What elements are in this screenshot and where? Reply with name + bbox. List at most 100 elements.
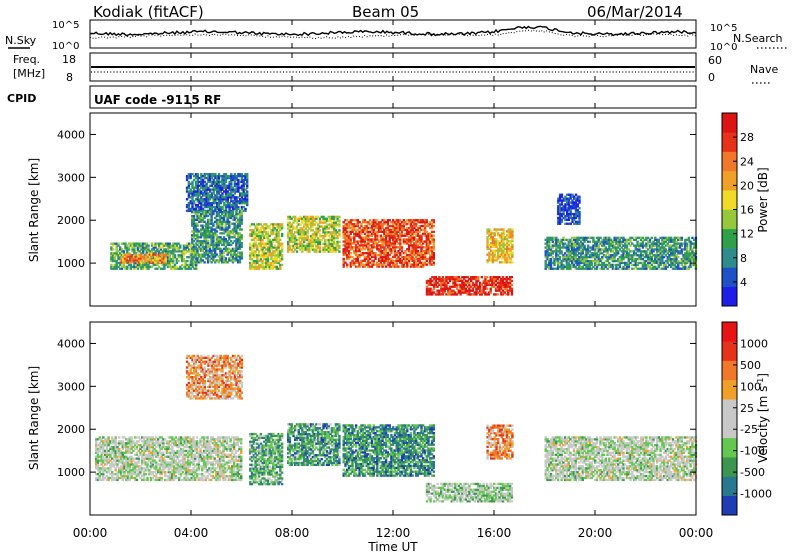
heatmap-cell: [226, 194, 229, 197]
heatmap-cell: [369, 234, 372, 237]
heatmap-cell: [338, 233, 341, 236]
heatmap-cell: [210, 184, 214, 187]
heatmap-cell: [208, 259, 212, 262]
heatmap-cell: [261, 256, 264, 259]
heatmap-cell: [571, 256, 574, 259]
heatmap-cell: [250, 234, 254, 238]
heatmap-cell: [201, 200, 205, 203]
heatmap-cell: [376, 223, 379, 226]
heatmap-cell: [228, 211, 231, 214]
heatmap-cell: [563, 252, 567, 255]
heatmap-cell: [407, 221, 411, 224]
heatmap-cell: [485, 279, 489, 283]
heatmap-cell: [250, 229, 254, 232]
heatmap-cell: [413, 263, 416, 266]
heatmap-cell: [259, 230, 263, 234]
heatmap-cell: [353, 240, 356, 243]
heatmap-cell: [427, 224, 430, 228]
heatmap-cell: [393, 246, 397, 249]
heatmap-cell: [377, 230, 381, 233]
heatmap-cell: [191, 234, 194, 237]
heatmap-cell: [498, 245, 502, 248]
heatmap-cell: [390, 228, 393, 232]
heatmap-cell: [336, 215, 339, 218]
heatmap-cell: [156, 250, 159, 253]
heatmap-cell: [555, 256, 558, 259]
heatmap-cell: [365, 263, 368, 266]
heatmap-cell: [238, 247, 242, 250]
heatmap-cell: [563, 259, 567, 263]
heatmap-cell: [511, 236, 514, 239]
heatmap-cell: [347, 255, 351, 259]
heatmap-cell: [372, 232, 375, 235]
heatmap-cell: [317, 225, 320, 228]
heatmap-cell: [198, 176, 201, 180]
heatmap-cell: [548, 265, 551, 268]
heatmap-cell: [177, 246, 180, 249]
heatmap-cell: [374, 219, 377, 222]
heatmap-cell: [294, 217, 297, 220]
heatmap-cell: [562, 238, 565, 241]
heatmap-cell: [322, 217, 325, 220]
heatmap-cell: [226, 205, 229, 209]
heatmap-cell: [485, 283, 489, 286]
heatmap-cell: [189, 196, 192, 199]
heatmap-cell: [549, 254, 553, 257]
heatmap-cell: [360, 244, 363, 247]
heatmap-cell: [553, 261, 556, 265]
heatmap-cell: [369, 219, 372, 222]
heatmap-cell: [216, 175, 219, 178]
heatmap-cell: [399, 232, 402, 235]
heatmap-cell: [244, 200, 247, 203]
heatmap-cell: [259, 244, 263, 247]
heatmap-cell: [170, 258, 173, 261]
heatmap-cell: [189, 252, 193, 255]
heatmap-cell: [205, 232, 208, 235]
heatmap-cell: [498, 253, 502, 256]
heatmap-cell: [334, 242, 338, 245]
heatmap-cell: [468, 285, 471, 288]
heatmap-cell: [187, 203, 191, 207]
heatmap-cell: [139, 261, 143, 264]
heatmap-cell: [200, 205, 203, 209]
heatmap-cell: [567, 240, 570, 243]
heatmap-cell: [233, 247, 236, 250]
heatmap-cell: [329, 231, 332, 234]
heatmap-cell: [402, 265, 405, 268]
heatmap-cell: [413, 261, 416, 264]
heatmap-cell: [374, 252, 377, 255]
heatmap-cell: [231, 202, 235, 205]
heatmap-cell: [268, 234, 271, 238]
heatmap-cell: [395, 240, 398, 243]
heatmap-cell: [420, 257, 423, 261]
beam-title: Beam 05: [352, 3, 419, 21]
heatmap-cell: [507, 232, 510, 235]
heatmap-cell: [182, 248, 186, 251]
heatmap-cell: [351, 259, 354, 262]
heatmap-cell: [306, 215, 309, 218]
heatmap-cell: [295, 231, 299, 234]
heatmap-cell: [395, 219, 398, 222]
heatmap-cell: [237, 190, 240, 193]
heatmap-cell: [237, 259, 240, 262]
heatmap-cell: [416, 234, 420, 237]
heatmap-cell: [205, 240, 208, 243]
heatmap-cell: [205, 222, 208, 225]
heatmap-cell: [189, 256, 193, 259]
heatmap-cell: [411, 252, 414, 255]
heatmap-cell: [311, 233, 315, 236]
heatmap-cell: [569, 256, 572, 259]
heatmap-cell: [365, 255, 368, 259]
heatmap-cell: [505, 289, 508, 292]
heatmap-cell: [332, 240, 336, 244]
heatmap-cell: [219, 255, 222, 258]
heatmap-cell: [425, 224, 428, 228]
heatmap-cell: [198, 202, 201, 205]
heatmap-cell: [182, 250, 186, 253]
heatmap-cell: [379, 263, 382, 266]
heatmap-cell: [221, 200, 224, 203]
heatmap-cell: [565, 267, 569, 270]
heatmap-cell: [354, 232, 358, 235]
heatmap-cell: [555, 236, 558, 239]
heatmap-cell: [684, 263, 687, 267]
